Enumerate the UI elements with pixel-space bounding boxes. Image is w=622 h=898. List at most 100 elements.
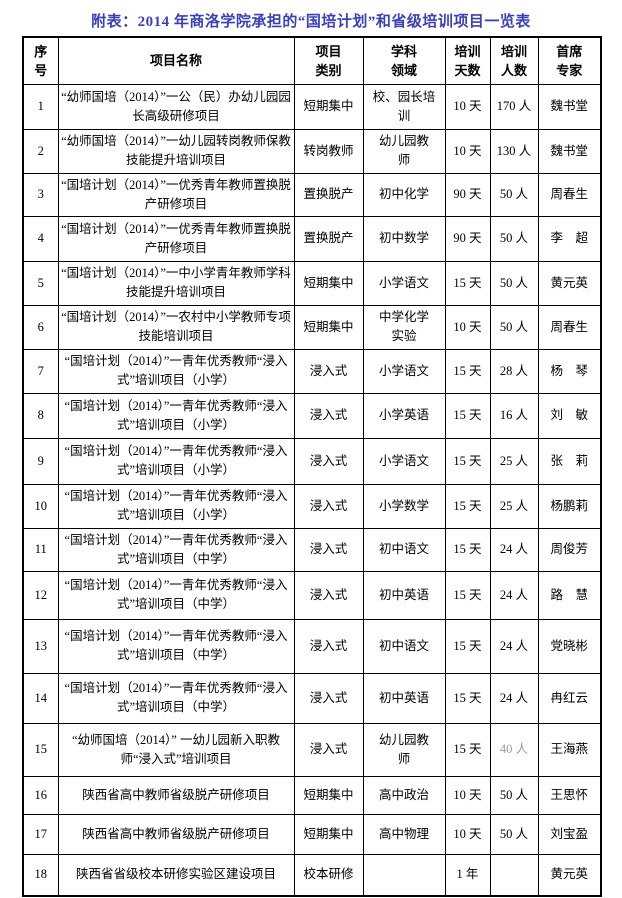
- project-name-cell: “国培计划（2014）”一优秀青年教师置换脱产研修项目: [57, 172, 295, 217]
- category-cell: 浸入式: [293, 437, 364, 485]
- table-row: 8 “国培计划（2014）”一青年优秀教师“浸入式”培训项目（小学） 浸入式 小学英语…: [22, 392, 602, 439]
- subject-cell: 小学语文: [362, 437, 446, 485]
- count-cell: 50 人: [489, 172, 539, 217]
- row-number-cell: 7: [22, 348, 59, 394]
- category-cell: 浸入式: [293, 527, 364, 572]
- project-name-cell: “国培计划（2014）”一青年优秀教师“浸入式”培训项目（小学）: [57, 392, 295, 439]
- project-name-cell: “国培计划（2014）”一青年优秀教师“浸入式”培训项目（小学）: [57, 483, 295, 529]
- project-name-cell: “国培计划（2014）”一青年优秀教师“浸入式”培训项目（小学）: [57, 348, 295, 394]
- subject-cell: 小学英语: [362, 392, 446, 439]
- count-cell: 50 人: [489, 813, 539, 855]
- days-cell: 90 天: [444, 215, 491, 262]
- category-cell: 转岗教师: [293, 128, 364, 174]
- days-cell: 90 天: [444, 172, 491, 217]
- project-name-cell: “幼师国培（2014）”一幼儿园转岗教师保教技能提升培训项目: [57, 128, 295, 174]
- row-number-cell: 8: [22, 392, 59, 439]
- project-name-cell: “国培计划（2014）”一青年优秀教师“浸入式”培训项目（中学）: [57, 672, 295, 724]
- row-number-cell: 11: [22, 527, 59, 572]
- subject-cell: 小学数学: [362, 483, 446, 529]
- column-header-subject: 学科 领域: [362, 36, 446, 85]
- expert-cell: 杨 琴: [537, 348, 602, 394]
- column-header-number: 序 号: [22, 36, 59, 85]
- count-cell: 170 人: [489, 83, 539, 130]
- days-cell: 10 天: [444, 128, 491, 174]
- count-cell: 50 人: [489, 304, 539, 350]
- count-cell: 24 人: [489, 618, 539, 674]
- expert-cell: 刘 敏: [537, 392, 602, 439]
- category-cell: 校本研修: [293, 853, 364, 897]
- row-number-cell: 16: [22, 775, 59, 815]
- category-cell: 短期集中: [293, 83, 364, 130]
- days-cell: 10 天: [444, 775, 491, 815]
- project-name-cell: 陕西省高中教师省级脱产研修项目: [57, 775, 295, 815]
- days-cell: 10 天: [444, 813, 491, 855]
- table-header: 序 号 项目名称 项目 类别 学科 领域 培训 天数 培训 人数 首席 专家: [22, 36, 602, 85]
- count-cell: [489, 853, 539, 897]
- row-number-cell: 13: [22, 618, 59, 674]
- count-cell: 25 人: [489, 437, 539, 485]
- count-cell: 50 人: [489, 215, 539, 262]
- row-number-cell: 15: [22, 722, 59, 777]
- days-cell: 15 天: [444, 672, 491, 724]
- project-name-cell: 陕西省省级校本研修实验区建设项目: [57, 853, 295, 897]
- table-row: 11 “国培计划（2014）”一青年优秀教师“浸入式”培训项目（中学） 浸入式 初中语…: [22, 527, 602, 572]
- table-row: 4 “国培计划（2014）”一优秀青年教师置换脱产研修项目 置换脱产 初中数学 90 天…: [22, 215, 602, 262]
- subject-cell: 高中物理: [362, 813, 446, 855]
- subject-cell: 高中政治: [362, 775, 446, 815]
- category-cell: 短期集中: [293, 813, 364, 855]
- project-name-cell: 陕西省高中教师省级脱产研修项目: [57, 813, 295, 855]
- subject-cell: 初中数学: [362, 215, 446, 262]
- days-cell: 15 天: [444, 527, 491, 572]
- days-cell: 10 天: [444, 304, 491, 350]
- category-cell: 浸入式: [293, 483, 364, 529]
- project-name-cell: “幼师国培（2014）” 一幼儿园新入职教师“浸入式”培训项目: [57, 722, 295, 777]
- days-cell: 10 天: [444, 83, 491, 130]
- days-cell: 15 天: [444, 392, 491, 439]
- subject-cell: 初中语文: [362, 618, 446, 674]
- table-row: 18 陕西省省级校本研修实验区建设项目 校本研修 1 年 黄元英: [22, 853, 602, 897]
- subject-cell: 幼儿园教 师: [362, 722, 446, 777]
- count-cell: 25 人: [489, 483, 539, 529]
- expert-cell: 杨鹏莉: [537, 483, 602, 529]
- category-cell: 短期集中: [293, 775, 364, 815]
- row-number-cell: 3: [22, 172, 59, 217]
- table-body: 1 “幼师国培（2014）”一公（民）办幼儿园园长高级研修项目 短期集中 校、园长培 …: [22, 83, 602, 897]
- expert-cell: 魏书堂: [537, 83, 602, 130]
- category-cell: 浸入式: [293, 348, 364, 394]
- project-name-cell: “幼师国培（2014）”一公（民）办幼儿园园长高级研修项目: [57, 83, 295, 130]
- days-cell: 1 年: [444, 853, 491, 897]
- count-cell: 24 人: [489, 527, 539, 572]
- project-name-cell: “国培计划（2014）”一青年优秀教师“浸入式”培训项目（中学）: [57, 570, 295, 620]
- category-cell: 浸入式: [293, 618, 364, 674]
- days-cell: 15 天: [444, 348, 491, 394]
- expert-cell: 周俊芳: [537, 527, 602, 572]
- count-cell: 50 人: [489, 775, 539, 815]
- table-row: 16 陕西省高中教师省级脱产研修项目 短期集中 高中政治 10 天 50 人王思怀: [22, 775, 602, 815]
- subject-cell: 中学化学 实验: [362, 304, 446, 350]
- subject-cell: 初中英语: [362, 672, 446, 724]
- category-cell: 置换脱产: [293, 172, 364, 217]
- project-name-cell: “国培计划（2014）”一青年优秀教师“浸入式”培训项目（小学）: [57, 437, 295, 485]
- expert-cell: 魏书堂: [537, 128, 602, 174]
- expert-cell: 周春生: [537, 304, 602, 350]
- count-cell: 50 人: [489, 260, 539, 306]
- project-name-cell: “国培计划（2014）”一农村中小学教师专项技能培训项目: [57, 304, 295, 350]
- expert-cell: 王海燕: [537, 722, 602, 777]
- column-header-expert: 首席 专家: [537, 36, 602, 85]
- projects-table: 序 号 项目名称 项目 类别 学科 领域 培训 天数 培训 人数 首席 专家 1…: [22, 36, 602, 897]
- days-cell: 15 天: [444, 260, 491, 306]
- column-header-name: 项目名称: [57, 36, 295, 85]
- subject-cell: 初中英语: [362, 570, 446, 620]
- category-cell: 浸入式: [293, 392, 364, 439]
- expert-cell: 李 超: [537, 215, 602, 262]
- subject-cell: 小学语文: [362, 348, 446, 394]
- expert-cell: 黄元英: [537, 853, 602, 897]
- row-number-cell: 9: [22, 437, 59, 485]
- subject-cell: 初中语文: [362, 527, 446, 572]
- project-name-cell: “国培计划（2014）”一青年优秀教师“浸入式”培训项目（中学）: [57, 618, 295, 674]
- table-row: 9 “国培计划（2014）”一青年优秀教师“浸入式”培训项目（小学） 浸入式 小学语文…: [22, 437, 602, 485]
- table-row: 3 “国培计划（2014）”一优秀青年教师置换脱产研修项目 置换脱产 初中化学 90 天…: [22, 172, 602, 217]
- days-cell: 15 天: [444, 483, 491, 529]
- table-row: 15 “幼师国培（2014）” 一幼儿园新入职教师“浸入式”培训项目 浸入式 幼儿园教…: [22, 722, 602, 777]
- expert-cell: 周春生: [537, 172, 602, 217]
